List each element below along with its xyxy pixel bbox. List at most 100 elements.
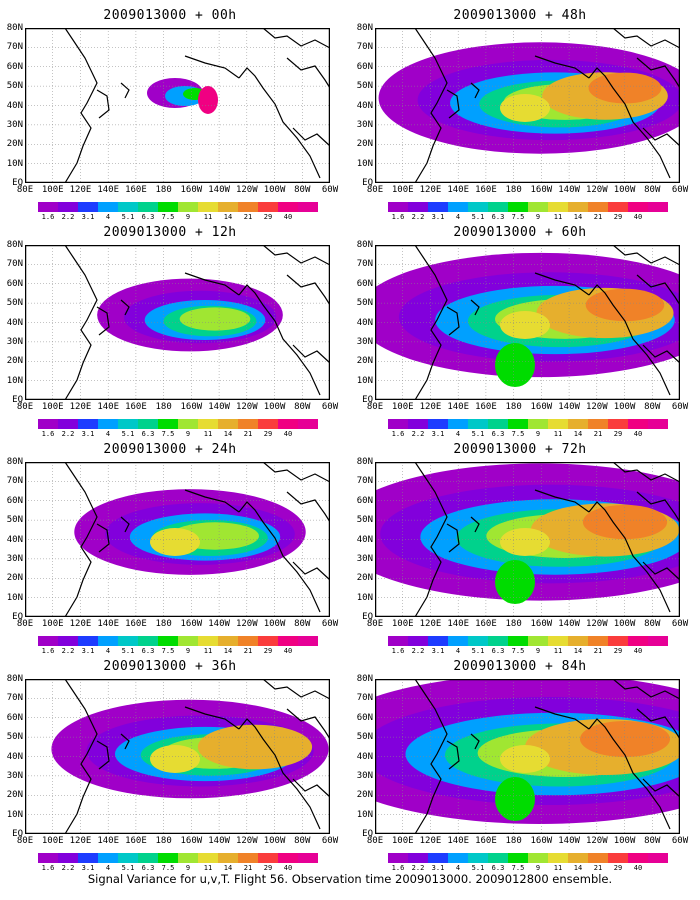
lon-label: 60W xyxy=(321,402,339,412)
colorbar-swatch xyxy=(448,853,468,863)
lon-label: 120W xyxy=(585,185,608,195)
colorbar-label: 29 xyxy=(263,864,273,872)
lon-label: 80E xyxy=(366,185,384,195)
lon-label: 60W xyxy=(321,836,339,846)
variance-contour xyxy=(580,721,670,757)
colorbar-swatch xyxy=(648,419,668,429)
colorbar-label: 9 xyxy=(185,647,191,655)
coastline xyxy=(286,274,330,306)
colorbar-label: 7.5 xyxy=(161,864,175,872)
colorbar-label: 4 xyxy=(105,864,111,872)
colorbar-label: 6.3 xyxy=(491,213,505,221)
panel-title: 2009013000 + 12h xyxy=(103,225,237,240)
colorbar-swatch xyxy=(428,636,448,646)
colorbar-label: 6.3 xyxy=(141,430,155,438)
coastline xyxy=(636,57,680,89)
variance-contour xyxy=(495,343,535,387)
colorbar-label: 21 xyxy=(243,647,253,655)
colorbar-label: 21 xyxy=(243,430,253,438)
lat-label: 70N xyxy=(356,476,373,487)
lat-label: 50N xyxy=(356,81,373,92)
colorbar-label: 2.2 xyxy=(61,213,75,221)
lon-label: 160E xyxy=(125,836,147,846)
lon-label: 100E xyxy=(41,402,64,412)
map-panel: 2009013000 + 48h 80N 70N 60N 50N 40N 30N 20N 10N… xyxy=(355,8,688,221)
colorbar-swatch xyxy=(218,419,238,429)
lon-label: 100W xyxy=(613,185,636,195)
coastline xyxy=(262,679,330,700)
coastline xyxy=(642,344,680,364)
lon-label: 100W xyxy=(263,402,286,412)
coastline xyxy=(96,306,110,336)
colorbar-label: 14 xyxy=(573,864,583,872)
lon-label: 100E xyxy=(41,619,64,629)
colorbar-label: 9 xyxy=(535,213,541,221)
coastline xyxy=(238,284,321,396)
panel-title: 2009013000 + 24h xyxy=(103,442,237,457)
colorbar-swatch xyxy=(648,636,668,646)
colorbar-swatch xyxy=(608,853,628,863)
lon-label: 120E xyxy=(69,836,92,846)
lon-label: 60W xyxy=(321,185,339,195)
lon-label: 100W xyxy=(263,185,286,195)
lon-label: 100E xyxy=(41,185,64,195)
colorbar-swatch xyxy=(238,419,258,429)
coastline xyxy=(534,55,590,79)
variance-contour xyxy=(150,528,200,556)
lon-label: 180 xyxy=(505,836,522,846)
lat-label: 60N xyxy=(6,712,23,723)
coastline xyxy=(446,523,460,553)
colorbar-swatch xyxy=(568,853,588,863)
coastline xyxy=(292,778,330,798)
colorbar-label: 6.3 xyxy=(491,430,505,438)
lon-label: 180 xyxy=(155,836,172,846)
lon-label: 120E xyxy=(419,619,442,629)
lon-label: 160W xyxy=(530,185,553,195)
lat-label: 20N xyxy=(356,356,373,367)
colorbar-swatch xyxy=(528,202,548,212)
colorbar-swatch xyxy=(488,202,508,212)
colorbar-swatch xyxy=(38,636,58,646)
colorbar-swatch xyxy=(98,853,118,863)
map-panel: 2009013000 + 72h 80N 70N 60N 50N 40N 30N 20N 10N… xyxy=(355,442,688,655)
colorbar-swatch xyxy=(38,202,58,212)
lon-label: 80E xyxy=(16,836,34,846)
map-area: 80N 70N 60N 50N 40N 30N 20N 10N EQ xyxy=(357,457,680,622)
lat-label: 20N xyxy=(356,573,373,584)
coastline xyxy=(184,489,240,513)
lon-label: 140W xyxy=(558,619,580,629)
variance-map xyxy=(25,28,330,183)
colorbar-label: 11 xyxy=(203,213,213,221)
lat-label: EQ xyxy=(12,612,23,622)
lat-label: 50N xyxy=(356,515,373,526)
colorbar-swatch xyxy=(628,853,648,863)
colorbar-label: 5.1 xyxy=(471,864,485,872)
colorbar-swatch xyxy=(548,636,568,646)
variance-contour xyxy=(588,72,662,104)
lon-label: 180 xyxy=(505,185,522,195)
colorbar-label: 4 xyxy=(455,647,461,655)
coastline xyxy=(120,516,130,533)
coastline xyxy=(642,561,680,581)
colorbar-label: 40 xyxy=(283,647,293,655)
map-panel: 2009013000 + 84h 80N 70N 60N 50N 40N 30N 20N 10N… xyxy=(355,659,688,872)
lat-label: EQ xyxy=(362,395,373,405)
colorbar-label: 29 xyxy=(613,647,623,655)
lon-label: 120W xyxy=(585,836,608,846)
colorbar-swatch xyxy=(218,202,238,212)
lat-label: EQ xyxy=(362,829,373,839)
lon-label: 120W xyxy=(585,619,608,629)
colorbar-label: 11 xyxy=(553,430,563,438)
colorbar-swatch xyxy=(198,853,218,863)
lon-label: 140E xyxy=(97,836,120,846)
lat-label: 80N xyxy=(6,23,23,33)
lon-label: 120E xyxy=(419,402,442,412)
coastline xyxy=(612,679,680,700)
coastline xyxy=(446,306,460,336)
coastline xyxy=(64,462,98,617)
lat-label: 60N xyxy=(356,495,373,506)
map-panel: 2009013000 + 24h 80N 70N 60N 50N 40N 30N 20N 10N… xyxy=(5,442,338,655)
lat-label: 60N xyxy=(6,495,23,506)
lon-label: 120W xyxy=(585,402,608,412)
colorbar xyxy=(388,419,668,429)
